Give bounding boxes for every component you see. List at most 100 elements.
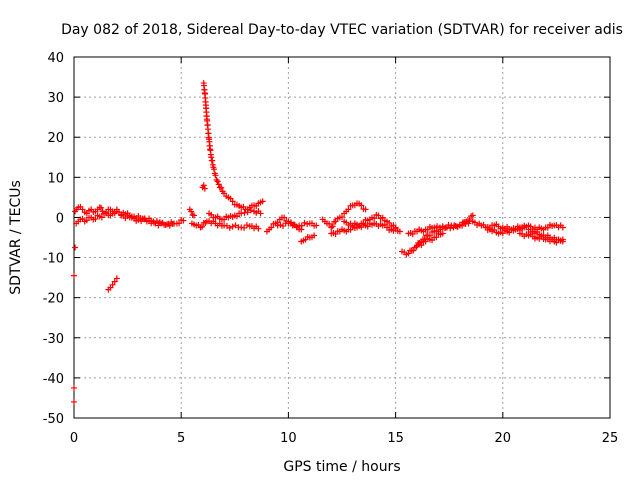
data-point xyxy=(280,223,287,230)
data-point xyxy=(180,217,187,224)
data-point xyxy=(229,198,236,205)
data-point xyxy=(405,250,412,257)
data-point xyxy=(243,222,250,229)
data-point xyxy=(268,224,275,231)
data-point xyxy=(113,275,120,282)
data-point xyxy=(433,234,440,241)
data-point xyxy=(71,384,77,391)
data-point xyxy=(163,221,170,228)
data-point xyxy=(215,181,222,188)
y-axis-label: SDTVAR / TECUs xyxy=(8,180,24,295)
data-point xyxy=(459,219,466,226)
data-point xyxy=(451,222,458,229)
data-point xyxy=(345,206,352,213)
data-point xyxy=(329,223,336,230)
data-point xyxy=(241,209,248,216)
x-tick-label: 15 xyxy=(387,431,404,446)
data-point xyxy=(111,278,118,285)
data-point xyxy=(285,220,292,227)
x-axis-label: GPS time / hours xyxy=(283,459,400,475)
data-point xyxy=(371,215,378,222)
data-point xyxy=(214,178,221,185)
x-tick-label: 20 xyxy=(495,431,512,446)
data-point xyxy=(439,230,446,237)
data-point xyxy=(326,220,333,227)
data-point xyxy=(281,214,288,221)
grid xyxy=(74,57,610,418)
data-point xyxy=(277,221,284,228)
data-point xyxy=(200,182,207,189)
data-point xyxy=(396,228,403,235)
data-point xyxy=(241,224,248,231)
data-point xyxy=(92,216,99,223)
data-point xyxy=(191,212,198,219)
y-tick-label: 10 xyxy=(47,171,64,186)
y-tick-label: -50 xyxy=(43,412,64,427)
data-point xyxy=(218,184,225,191)
data-point xyxy=(386,219,393,226)
data-point xyxy=(418,242,425,249)
data-point xyxy=(259,198,266,205)
data-point xyxy=(233,213,240,220)
data-point xyxy=(158,220,165,227)
data-point xyxy=(434,223,441,230)
data-point xyxy=(71,272,77,279)
ticks: 0 5 10 15 20 25 -50 -40 -30 -20 -10 0 10 20 30 40 xyxy=(43,51,619,446)
y-tick-label: -30 xyxy=(43,332,64,347)
data-points xyxy=(71,80,566,405)
data-point xyxy=(465,220,472,227)
y-tick-label: 0 xyxy=(56,211,64,226)
data-point xyxy=(301,219,308,226)
data-point xyxy=(431,224,438,231)
data-point xyxy=(98,204,105,211)
data-point xyxy=(238,210,245,217)
data-point xyxy=(410,247,417,254)
data-point xyxy=(255,225,262,232)
data-point xyxy=(392,224,399,231)
data-point xyxy=(436,224,443,231)
data-point xyxy=(188,208,195,215)
data-point xyxy=(212,172,219,179)
y-tick-label: -40 xyxy=(43,372,64,387)
data-point xyxy=(466,217,473,224)
data-point xyxy=(199,223,206,230)
data-point xyxy=(298,222,305,229)
data-point xyxy=(201,185,208,192)
data-point xyxy=(360,220,367,227)
data-point xyxy=(311,232,318,239)
data-point xyxy=(442,224,449,231)
data-point xyxy=(71,398,77,405)
data-point xyxy=(559,236,566,243)
x-tick-label: 5 xyxy=(177,431,185,446)
data-point xyxy=(98,214,105,221)
data-point xyxy=(339,214,345,221)
y-tick-label: 20 xyxy=(47,131,64,146)
data-point xyxy=(257,210,264,217)
x-tick-label: 0 xyxy=(70,431,78,446)
y-tick-label: 30 xyxy=(47,91,64,106)
data-point xyxy=(176,220,183,227)
y-tick-label: -20 xyxy=(43,292,64,307)
data-point xyxy=(559,224,566,231)
data-point xyxy=(229,223,236,230)
y-tick-label: 40 xyxy=(47,51,64,66)
data-point xyxy=(221,216,228,223)
data-point xyxy=(293,223,300,230)
x-tick-label: 10 xyxy=(280,431,297,446)
data-point xyxy=(313,222,320,229)
data-point xyxy=(244,209,251,216)
x-tick-label: 25 xyxy=(602,431,619,446)
data-point xyxy=(226,224,233,231)
data-point xyxy=(375,212,382,219)
data-point xyxy=(211,166,218,173)
data-point xyxy=(379,214,386,221)
chart-title: Day 082 of 2018, Sidereal Day-to-day VTE… xyxy=(61,22,623,38)
data-point xyxy=(469,212,476,219)
data-point xyxy=(135,216,142,223)
data-point xyxy=(169,220,176,227)
data-point xyxy=(109,281,116,288)
data-point xyxy=(439,223,446,230)
plot-frame xyxy=(73,56,611,419)
y-tick-label: -10 xyxy=(43,252,64,267)
